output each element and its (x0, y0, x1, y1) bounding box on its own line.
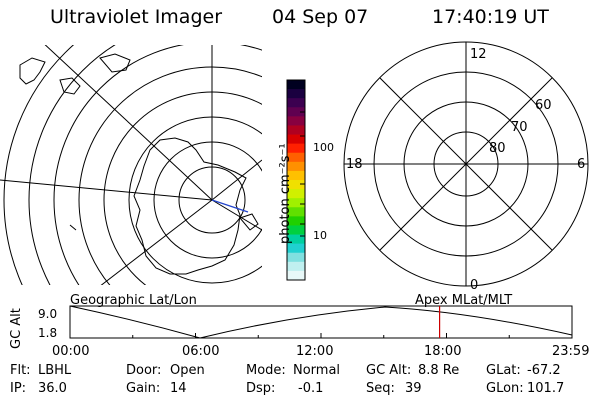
colorbar-swatch (287, 252, 305, 263)
gc-alt-value: 8.8 Re (418, 363, 460, 378)
colorbar-tick-10: 10 (313, 229, 327, 242)
mlt-label-0: 0 (470, 278, 479, 293)
glat-label: GLat: (486, 363, 521, 378)
colorbar-swatch (287, 161, 305, 172)
mlt-label-12: 12 (470, 47, 487, 62)
flt-label: Flt: (10, 363, 31, 378)
colorbar-swatch (287, 198, 305, 208)
colorbar-swatch (287, 80, 305, 90)
glon-value: 101.7 (527, 381, 565, 396)
colorbar-swatch (287, 243, 305, 254)
door-value: Open (170, 363, 205, 378)
lat-label-70: 70 (511, 120, 528, 135)
colorbar-swatch (287, 116, 305, 126)
altitude-ytick-max: 9.0 (38, 307, 58, 321)
mlt-label-6: 6 (577, 157, 586, 172)
colorbar-unit-label: photon cm⁻²s⁻¹ (278, 143, 293, 244)
lat-label-80: 80 (489, 141, 506, 156)
colorbar-tick-100: 100 (313, 141, 334, 154)
left-panel-caption: Geographic Lat/Lon (70, 293, 197, 308)
colorbar-swatch (287, 134, 305, 145)
colorbar-swatch (287, 225, 305, 236)
mode-label: Mode: (246, 363, 286, 378)
colorbar-swatch (287, 170, 305, 181)
time-tick-2359: 23:59 (552, 344, 590, 359)
flt-value: LBHL (38, 363, 72, 378)
altitude-curve (69, 305, 573, 339)
colorbar (287, 80, 305, 281)
coastlines (19, 53, 259, 275)
seq-value: 39 (405, 381, 422, 396)
colorbar-swatch (287, 107, 305, 117)
door-label: Door: (126, 363, 162, 378)
colorbar-swatch (287, 207, 305, 217)
gc-alt-label: GC Alt: (366, 363, 412, 378)
lat-label-60: 60 (535, 98, 552, 113)
meridian-lines (0, 45, 262, 285)
glon-label: GLon: (486, 381, 524, 396)
right-panel-caption: Apex MLat/MLT (415, 293, 513, 308)
header-time: 17:40:19 UT (432, 6, 549, 28)
mlt-line-diag-2 (379, 77, 553, 251)
altitude-axis-label: GC Alt (9, 308, 24, 349)
instrument-title: Ultraviolet Imager (50, 6, 223, 28)
colorbar-swatch (287, 180, 305, 190)
altitude-plot (69, 305, 573, 339)
time-tick-1200: 12:00 (296, 344, 334, 359)
dsp-value: -0.1 (298, 381, 324, 396)
altitude-ytick-min: 1.8 (38, 326, 58, 340)
gain-value: 14 (170, 381, 187, 396)
colorbar-swatch (287, 125, 305, 136)
colorbar-swatch (287, 234, 305, 245)
header-date: 04 Sep 07 (272, 6, 369, 28)
sun-direction-line (211, 199, 249, 213)
geographic-map (0, 45, 262, 285)
colorbar-swatch (287, 98, 305, 108)
ip-value: 36.0 (38, 381, 67, 396)
colorbar-swatch (287, 216, 305, 226)
dsp-label: Dsp: (246, 381, 276, 396)
colorbar-swatch (287, 152, 305, 163)
mode-value: Normal (293, 363, 341, 378)
mlt-label-18: 18 (346, 157, 363, 172)
time-tick-0000: 00:00 (52, 344, 90, 359)
colorbar-swatch (287, 270, 305, 281)
polar-plot (343, 41, 589, 287)
ip-label: IP: (10, 381, 27, 396)
colorbar-swatch (287, 89, 305, 99)
time-tick-0600: 06:00 (182, 344, 220, 359)
time-tick-1800: 18:00 (424, 344, 462, 359)
seq-label: Seq: (366, 381, 395, 396)
colorbar-swatch (287, 261, 305, 272)
colorbar-frame (286, 79, 306, 281)
gain-label: Gain: (126, 381, 161, 396)
colorbar-swatch (287, 189, 305, 199)
glat-value: -67.2 (527, 363, 561, 378)
colorbar-swatch (287, 143, 305, 154)
